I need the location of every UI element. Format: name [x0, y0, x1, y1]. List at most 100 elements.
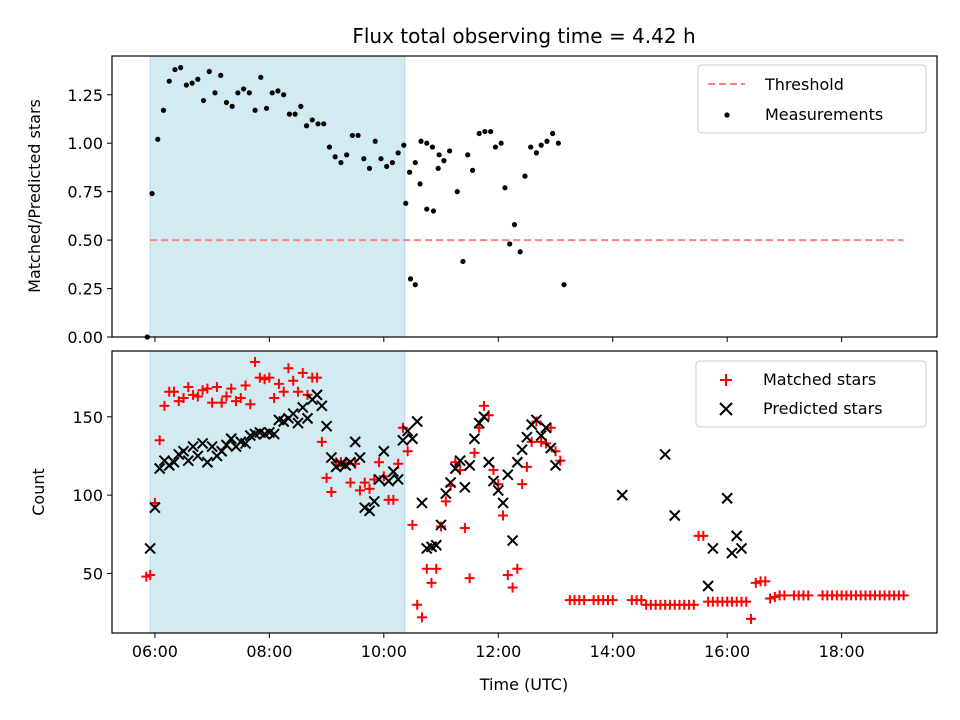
- predicted-mark-b: [721, 492, 733, 504]
- y-ticks: 50 100 150: [72, 408, 112, 583]
- measurement-point: [460, 258, 466, 265]
- predicted-point: [468, 433, 481, 445]
- x-ticks: 06:00 08:00 10:00 12:00 14:00 16:00 18:00: [132, 633, 865, 661]
- matched-point: [321, 472, 332, 483]
- x-tick-label: 16:00: [704, 642, 750, 661]
- matched-point: [636, 595, 647, 606]
- predicted-mark-b: [297, 401, 309, 414]
- predicted-point: [373, 473, 385, 486]
- measurement-point: [384, 163, 390, 170]
- predicted-mark-b: [254, 426, 266, 439]
- predicted-mark-b: [387, 465, 400, 478]
- matched-point: [326, 487, 337, 497]
- matched-point: [211, 382, 222, 393]
- matched-point: [297, 367, 308, 378]
- predicted-mark-b: [483, 456, 495, 468]
- predicted-point: [502, 469, 514, 481]
- legend-frame: [697, 64, 927, 134]
- predicted-point: [220, 439, 233, 451]
- predicted-mark-b: [316, 400, 328, 412]
- predicted-mark-b: [516, 443, 528, 456]
- predicted-mark-b: [473, 417, 485, 429]
- measurement-point: [206, 68, 212, 75]
- x-tick-label: 18:00: [819, 642, 865, 661]
- chart-title: Flux total observing time = 4.42 h: [352, 24, 695, 48]
- matched-point: [369, 474, 380, 485]
- axes-frame: [111, 55, 938, 338]
- matched-point: [397, 422, 408, 433]
- matched-point: [168, 386, 179, 397]
- y-tick-label: 1.00: [67, 134, 103, 153]
- predicted-mark-b: [502, 469, 514, 481]
- predicted-mark-b: [363, 505, 376, 517]
- measurement-point: [292, 111, 298, 117]
- predicted-point: [492, 484, 504, 497]
- predicted-mark-b: [263, 426, 276, 439]
- predicted-layer: [144, 389, 748, 592]
- legend-frame: [695, 360, 927, 428]
- legend-matched-label: Matched stars: [763, 370, 876, 389]
- matched-point: [502, 570, 513, 581]
- measurement-point: [235, 90, 241, 96]
- predicted-point: [368, 495, 380, 508]
- matched-point: [440, 496, 451, 507]
- measurement-point: [155, 136, 161, 142]
- predicted-mark-b: [287, 407, 299, 420]
- measurement-point: [395, 150, 401, 156]
- measurement-point: [218, 72, 224, 78]
- predicted-mark-b: [530, 414, 543, 426]
- matched-point: [345, 477, 356, 488]
- predicted-point: [449, 462, 462, 475]
- predicted-mark-b: [454, 454, 466, 467]
- y-axis-label: Count: [29, 468, 48, 516]
- matched-point: [235, 393, 246, 403]
- matched-point: [388, 494, 399, 505]
- measurement-point: [269, 90, 275, 96]
- predicted-point: [511, 456, 524, 468]
- predicted-mark-b: [192, 450, 204, 462]
- matched-point: [159, 400, 170, 411]
- matched-layer: [141, 356, 909, 624]
- measurement-point: [403, 200, 409, 206]
- predicted-mark-b: [401, 425, 414, 437]
- predicted-point: [187, 440, 199, 453]
- predicted-mark-b: [545, 442, 557, 454]
- measurement-point: [200, 97, 207, 104]
- matched-point: [264, 372, 275, 383]
- matched-point: [312, 372, 323, 383]
- measurement-point: [332, 154, 338, 160]
- measurement-point: [298, 103, 304, 109]
- measurement-point: [482, 128, 488, 135]
- legend-measurement-swatch: [724, 112, 730, 118]
- predicted-mark-b: [416, 497, 428, 509]
- predicted-point: [363, 505, 376, 517]
- matched-point: [426, 577, 437, 588]
- measurement-point: [366, 165, 373, 171]
- predicted-point: [392, 473, 404, 486]
- measurement-point: [407, 276, 414, 282]
- predicted-point: [454, 454, 466, 467]
- y-axis-label: Matched/Predicted stars: [25, 99, 44, 293]
- shaded-span: [149, 55, 406, 338]
- matched-point: [493, 479, 504, 490]
- predicted-mark-b: [497, 497, 509, 509]
- matched-point: [316, 436, 327, 447]
- predicted-mark-b: [549, 459, 562, 472]
- matched-point: [421, 563, 432, 574]
- axes-frame: [111, 350, 938, 634]
- legend-x-b: [719, 402, 733, 416]
- legend-threshold-label: Threshold: [764, 75, 844, 94]
- predicted-mark-b: [182, 454, 195, 467]
- measurement-point: [517, 249, 523, 255]
- measurement-point: [229, 103, 235, 109]
- measurement-point: [476, 130, 482, 137]
- matched-point: [188, 389, 199, 400]
- predicted-point: [540, 422, 552, 434]
- predicted-point: [545, 442, 557, 454]
- measurement-point: [321, 121, 327, 127]
- predicted-mark-b: [731, 530, 743, 542]
- matched-point: [221, 391, 232, 402]
- predicted-point: [444, 476, 457, 489]
- matched-point: [478, 400, 489, 411]
- matched-point: [145, 570, 156, 581]
